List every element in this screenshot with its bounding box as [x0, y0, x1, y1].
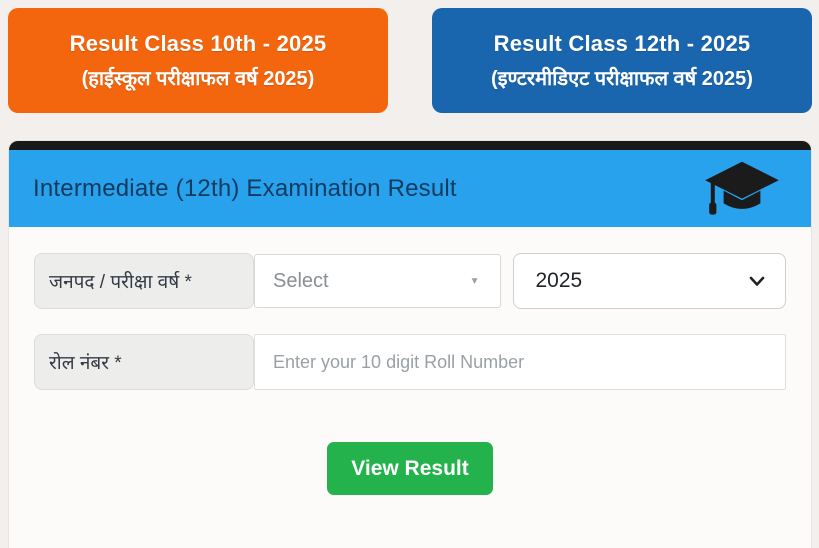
- result-class-10-button[interactable]: Result Class 10th - 2025 (हाईस्कूल परीक्…: [8, 8, 388, 113]
- result-class-10-label-en: Result Class 10th - 2025: [69, 30, 327, 56]
- year-select-value: 2025: [535, 269, 583, 292]
- spacer: [501, 253, 513, 309]
- result-class-12-label-en: Result Class 12th - 2025: [493, 30, 751, 56]
- roll-number-row: रोल नंबर *: [34, 334, 786, 390]
- year-select[interactable]: 2025: [512, 253, 786, 309]
- chevron-down-icon: [749, 269, 765, 293]
- result-class-12-button[interactable]: Result Class 12th - 2025 (इण्टरमीडिएट पर…: [432, 8, 812, 113]
- district-year-label: जनपद / परीक्षा वर्ष *: [34, 253, 254, 309]
- district-select[interactable]: Select ▼: [254, 254, 501, 308]
- class-selector-row: Result Class 10th - 2025 (हाईस्कूल परीक्…: [0, 0, 819, 113]
- result-form: जनपद / परीक्षा वर्ष * Select ▼ 2025 रोल …: [9, 227, 811, 495]
- card-header: Intermediate (12th) Examination Result: [9, 150, 811, 227]
- district-select-value: Select: [273, 269, 329, 292]
- card-top-strip: [9, 141, 811, 150]
- submit-area: View Result: [34, 442, 786, 495]
- roll-number-input[interactable]: [254, 334, 786, 390]
- dropdown-triangle-icon: ▼: [469, 275, 480, 287]
- graduation-cap-icon: [701, 157, 783, 221]
- result-class-10-label-hi: (हाईस्कूल परीक्षाफल वर्ष 2025): [81, 67, 315, 90]
- intermediate-result-card: Intermediate (12th) Examination Result ज…: [8, 140, 812, 548]
- result-class-12-label-hi: (इण्टरमीडिएट परीक्षाफल वर्ष 2025): [491, 67, 753, 90]
- card-title: Intermediate (12th) Examination Result: [33, 174, 457, 202]
- view-result-button[interactable]: View Result: [327, 442, 493, 495]
- district-year-row: जनपद / परीक्षा वर्ष * Select ▼ 2025: [34, 253, 786, 309]
- roll-number-label: रोल नंबर *: [34, 334, 254, 390]
